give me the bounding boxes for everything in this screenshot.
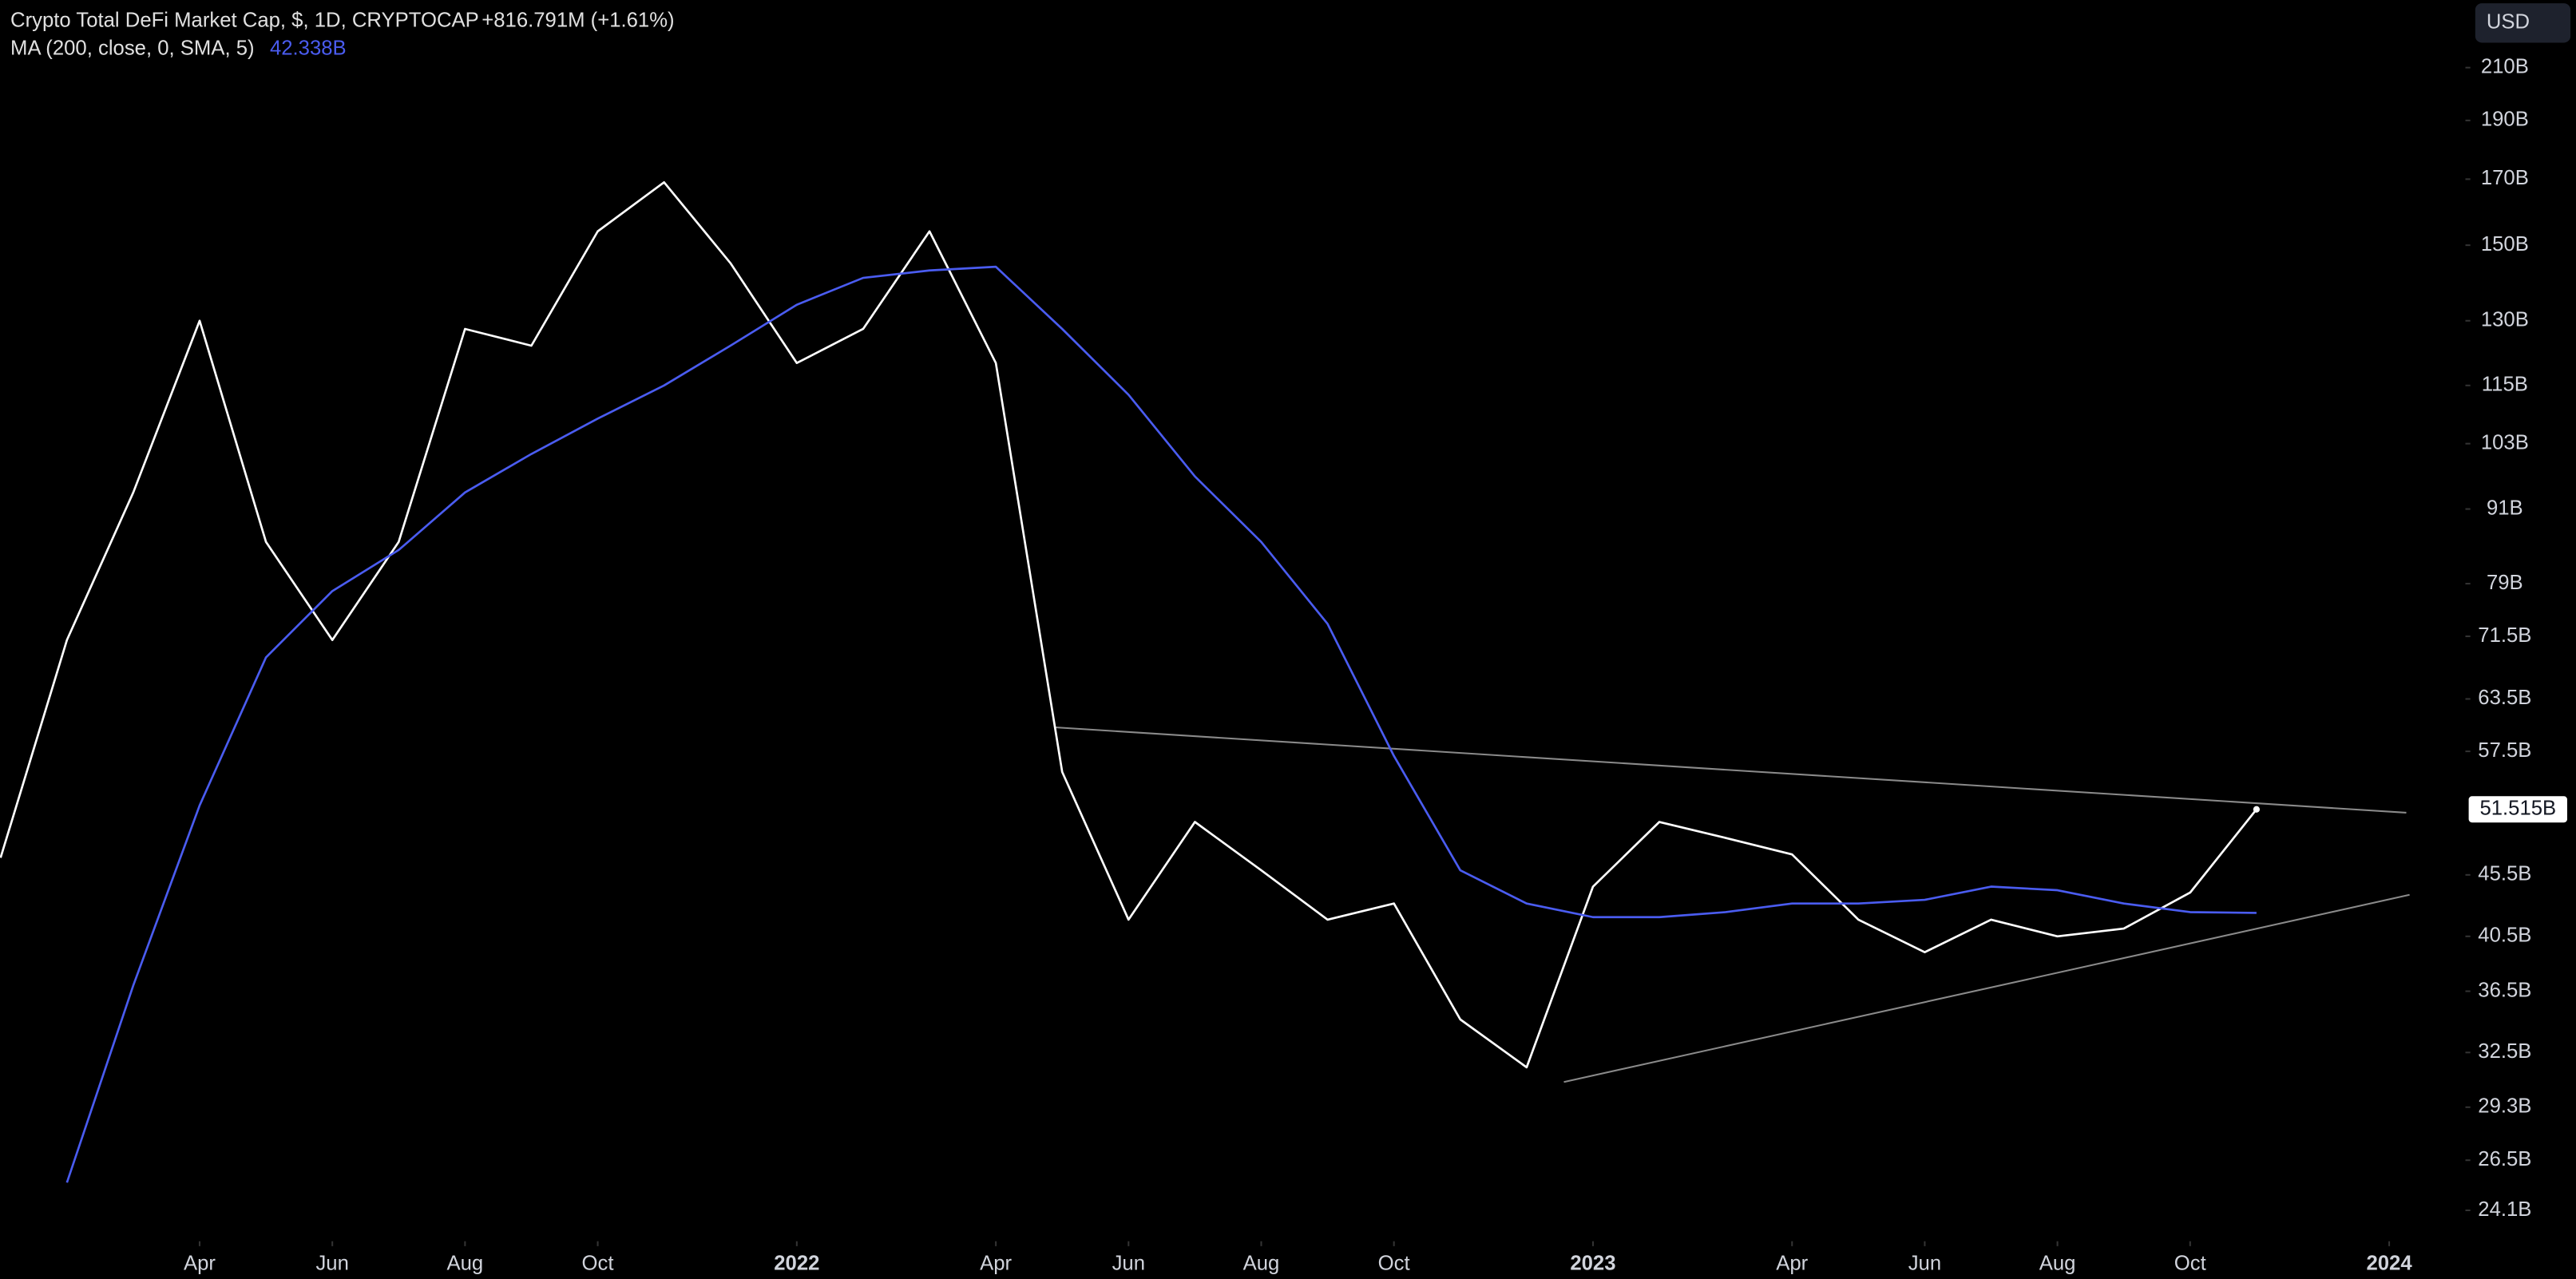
change-label: +816.791M (+1.61%) [482,10,674,32]
ma-last-value: 42.338B [270,37,347,59]
last-value-box [2468,796,2567,823]
y-tick-label: 71.5B [2478,624,2531,647]
x-tick-label: Apr [184,1252,216,1274]
y-tick-label: 24.1B [2478,1198,2531,1221]
y-tick-label: 103B [2481,431,2529,453]
trend-line [1054,726,2407,814]
y-tick-label: 63.5B [2478,687,2531,709]
series-line [0,180,2257,1069]
x-tick-label: Jun [1112,1252,1145,1274]
x-tick-label: Apr [1776,1252,1808,1274]
y-tick-label: 26.5B [2478,1148,2531,1170]
y-tick-label: 29.3B [2478,1095,2531,1118]
y-tick-label: 40.5B [2478,925,2531,947]
ma-legend: MA (200, close, 0, SMA, 5) [10,37,255,59]
x-tick-label: 2023 [1570,1252,1615,1274]
y-tick-label: 115B [2482,374,2528,396]
x-tick-label: Oct [2174,1252,2206,1274]
y-tick-label: 130B [2481,309,2529,331]
x-tick-label: Jun [1908,1252,1941,1274]
x-tick-label: Oct [582,1252,614,1274]
y-tick-label: 190B [2481,109,2529,131]
chart-title: Crypto Total DeFi Market Cap, $, 1D, CRY… [10,10,479,32]
last-point [2253,806,2260,813]
x-tick-label: Aug [2039,1252,2076,1274]
x-tick-label: Jun [315,1252,348,1274]
y-tick-label: 57.5B [2478,739,2531,762]
x-tick-label: Aug [1243,1252,1280,1274]
currency-box[interactable] [2475,3,2571,43]
y-tick-label: 150B [2481,233,2529,255]
y-tick-label: 91B [2487,497,2523,519]
x-tick-label: 2022 [774,1252,819,1274]
y-tick-label: 32.5B [2478,1040,2531,1063]
y-tick-label: 79B [2487,572,2523,594]
x-tick-label: 2024 [2366,1252,2412,1274]
y-tick-label: 45.5B [2478,863,2531,885]
last-value-label: 51.515B [2479,798,2556,820]
trend-line [1563,893,2410,1083]
x-tick-label: Oct [1378,1252,1410,1274]
series-line [65,265,2257,1183]
y-tick-label: 170B [2481,167,2529,189]
y-tick-label: 36.5B [2478,979,2531,1001]
x-tick-label: Aug [447,1252,484,1274]
x-tick-label: Apr [980,1252,1012,1274]
y-tick-label: 210B [2481,55,2529,77]
plot [0,180,2260,1183]
currency-label[interactable]: USD [2487,11,2530,34]
